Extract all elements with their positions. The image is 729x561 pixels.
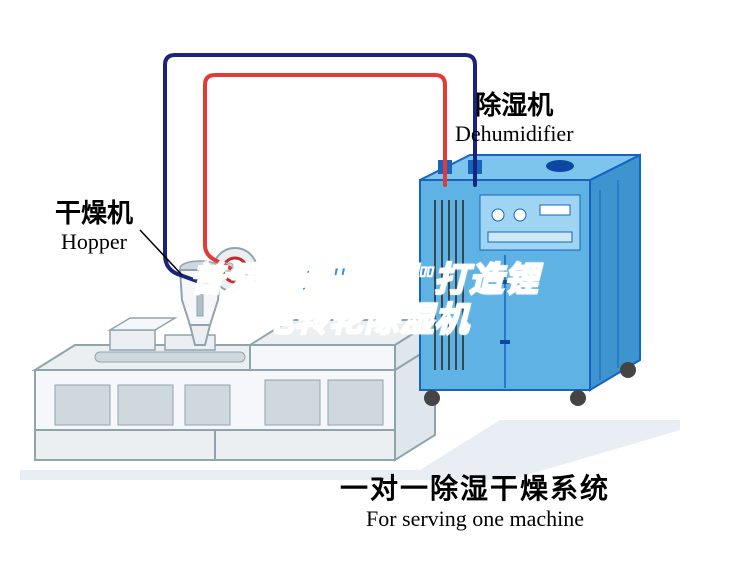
system-label-cn: 一对一除湿干燥系统 — [340, 472, 610, 506]
system-label: 一对一除湿干燥系统 For serving one machine — [340, 472, 610, 532]
dehumidifier-label-en: Dehumidifier — [455, 121, 574, 147]
hopper-label: 干燥机 Hopper — [55, 198, 133, 256]
hopper-label-en: Hopper — [55, 229, 133, 255]
pipe-supply-red — [205, 75, 445, 268]
overlay-headline-line2: 电转轮除湿机 — [260, 292, 470, 341]
hopper-label-cn: 干燥机 — [55, 198, 133, 229]
dehumidifier-label-cn: 除湿机 — [455, 90, 574, 121]
hopper-leader — [140, 230, 182, 275]
dehumidifier-label: 除湿机 Dehumidifier — [455, 90, 574, 148]
system-label-en: For serving one machine — [340, 506, 610, 532]
